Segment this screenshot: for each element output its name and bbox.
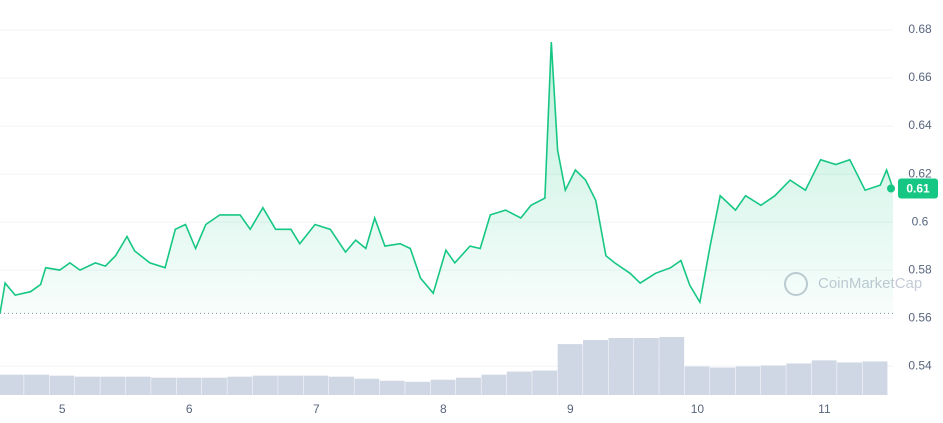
x-tick-label: 8 — [440, 402, 447, 416]
volume-bar — [201, 377, 227, 395]
volume-bar — [786, 363, 812, 395]
volume-bar — [354, 378, 380, 395]
y-tick-label: 0.56 — [908, 310, 932, 324]
x-tick-label: 6 — [186, 402, 193, 416]
area — [0, 42, 893, 314]
volume-bar — [760, 365, 786, 395]
x-tick-label: 10 — [691, 402, 705, 416]
volume-bar — [735, 366, 761, 395]
x-tick-label: 9 — [567, 402, 574, 416]
volume-bar — [24, 374, 50, 395]
volume-bar — [0, 374, 24, 395]
y-tick-label: 0.66 — [908, 70, 932, 84]
volume-bar — [506, 371, 532, 395]
volume-bar — [710, 367, 735, 395]
volume-bar — [303, 375, 329, 395]
volume-bar — [379, 380, 405, 395]
price-line — [0, 41, 894, 314]
volume-bar — [583, 340, 608, 395]
volume-bar — [278, 375, 304, 395]
volume-bar — [481, 374, 507, 395]
volume-bar — [659, 337, 685, 395]
x-tick-label: 11 — [818, 402, 831, 416]
volume-bar — [74, 376, 100, 395]
volume-bar — [608, 338, 634, 395]
volume-bar — [557, 344, 583, 395]
volume-bar — [100, 376, 126, 395]
volume-bar — [430, 379, 456, 395]
volume-bar — [405, 381, 431, 395]
volume-bar — [862, 361, 888, 395]
y-tick-label: 0.58 — [908, 262, 932, 276]
volume-bar — [49, 375, 75, 395]
volume-bar — [151, 377, 177, 395]
y-tick-label: 0.6 — [912, 214, 929, 228]
volume-bar — [329, 376, 354, 395]
volume-bar — [125, 376, 151, 395]
volume-bar — [532, 370, 558, 395]
volume-bar — [811, 360, 837, 395]
volume-bar — [837, 362, 863, 395]
volume-bar — [633, 338, 659, 395]
y-tick-label: 0.64 — [908, 118, 932, 132]
y-tick-label: 0.68 — [908, 22, 932, 36]
volume-bar — [252, 375, 278, 395]
volume-bar — [176, 377, 202, 395]
x-tick-label: 7 — [313, 402, 320, 416]
volume-bar — [456, 377, 481, 395]
price-tag — [898, 178, 938, 199]
current-dot — [887, 184, 895, 193]
y-tick-label: 0.54 — [908, 358, 932, 372]
x-tick-label: 5 — [59, 402, 66, 416]
volume-bar — [684, 366, 710, 395]
y-tick-label: 0.62 — [908, 166, 932, 180]
volume-bar — [227, 376, 253, 395]
price-tag-label: 0.61 — [906, 182, 930, 196]
